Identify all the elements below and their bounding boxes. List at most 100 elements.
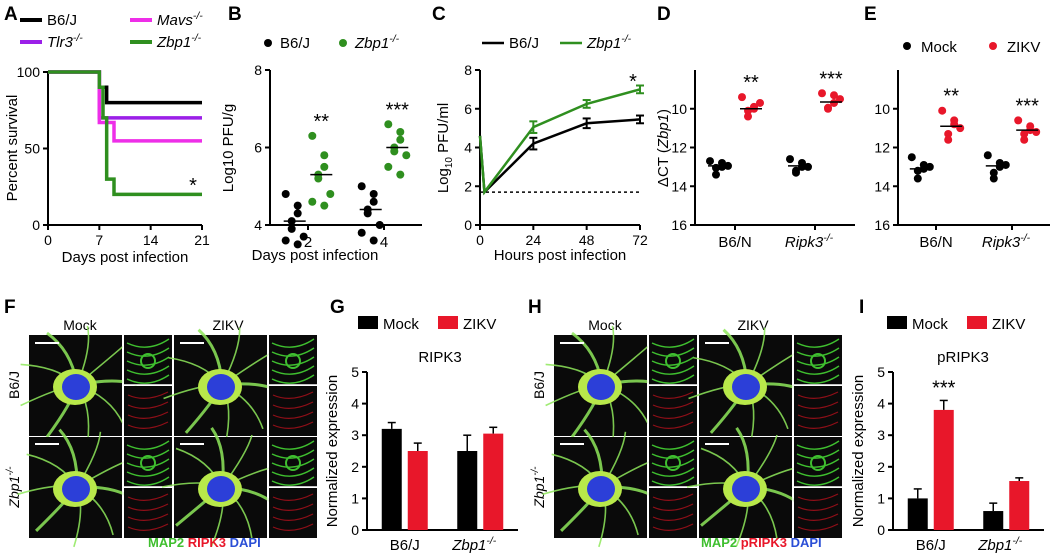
x-tick-label: B6/N <box>919 234 952 251</box>
ripk3-signal <box>127 421 169 429</box>
y-axis-label-part: ΔCT ( <box>655 148 672 187</box>
data-point <box>293 201 302 210</box>
panel-letter-B: B <box>228 4 242 25</box>
data-point <box>402 151 411 160</box>
map2-neurite <box>126 458 170 468</box>
data-point <box>384 120 393 129</box>
ripk3-signal <box>272 513 314 521</box>
data-point <box>706 157 714 166</box>
y-label-log: Log <box>435 168 452 193</box>
legend-label: Mavs-/- <box>157 10 203 29</box>
map2-neurite <box>796 365 840 375</box>
data-point <box>944 135 953 144</box>
nucleus <box>62 374 90 400</box>
y-tick-label: 5 <box>351 364 359 380</box>
data-point <box>1014 116 1023 125</box>
chart-title: pRIPK3 <box>937 349 989 366</box>
y-tick-label: 4 <box>877 396 885 412</box>
data-point <box>836 95 844 104</box>
data-point <box>287 224 296 233</box>
map2-neurite <box>651 458 695 468</box>
legend-label-sup: -/- <box>193 10 203 22</box>
data-point <box>824 104 832 113</box>
x-tick-label-sup: -/- <box>823 232 833 244</box>
x-tick-label: B6/J <box>390 537 420 554</box>
map2-neurite <box>796 356 840 366</box>
x-tick-label: 0 <box>476 232 484 248</box>
map2-neurite <box>271 347 315 357</box>
stain-legend: MAP2 RIPK3 DAPI <box>148 535 261 550</box>
map2-neurite <box>796 476 840 486</box>
ripk3-signal <box>797 513 839 521</box>
y-axis-label: Normalized expression <box>850 375 867 528</box>
row-label-sup: -/- <box>5 466 16 476</box>
bar-mock <box>381 428 402 530</box>
x-tick-label: 24 <box>526 232 542 248</box>
ripk3-signal <box>127 401 169 409</box>
stain-legend: MAP2 pRIPK3 DAPI <box>701 535 822 550</box>
map2-neurite <box>796 458 840 468</box>
y-axis-label: Normalized expression <box>324 375 341 528</box>
data-point <box>1020 129 1029 138</box>
x-tick-label-base: Zbp1 <box>451 537 486 554</box>
stain-label: pRIPK3 <box>737 535 787 550</box>
data-point <box>956 124 965 133</box>
data-point <box>308 131 317 140</box>
data-point <box>913 174 922 183</box>
data-point <box>281 236 290 245</box>
y-tick-label: 2 <box>464 178 472 194</box>
y-axis-label: Log10 PFU/ml <box>435 103 455 193</box>
map2-neurite <box>126 365 170 375</box>
x-tick-label: B6/N <box>718 234 751 251</box>
data-point <box>375 221 384 229</box>
legend-label-sup: -/- <box>389 33 399 45</box>
data-point <box>989 174 998 183</box>
y-label-sub: 10 <box>444 157 455 169</box>
row-label: Zbp1-/- <box>5 466 22 509</box>
legend-label: ZIKV <box>1007 39 1040 56</box>
map2-soma <box>140 353 156 369</box>
map2-neurite <box>126 440 170 450</box>
bar-mock <box>983 511 1004 530</box>
panel-letter-E: E <box>864 4 877 25</box>
y-tick-label: 50 <box>24 141 40 157</box>
legend-swatch <box>358 316 378 329</box>
row-label: Zbp1-/- <box>530 466 547 509</box>
x-tick-label: Ripk3-/- <box>982 232 1031 251</box>
data-point <box>1032 128 1041 136</box>
y-tick-label: 0 <box>877 522 885 538</box>
legend-label: Mock <box>912 316 948 333</box>
data-point <box>1020 135 1029 144</box>
data-point <box>718 162 726 171</box>
ripk3-signal <box>272 391 314 399</box>
data-point <box>369 197 378 206</box>
legend-label: Zbp1-/- <box>586 33 632 52</box>
y-axis-label: ΔCT (Zbp1) <box>655 109 672 187</box>
y-axis-label-part: ) <box>655 109 672 114</box>
map2-neurite <box>126 374 170 384</box>
bar-zikv <box>933 409 954 530</box>
map2-neurite <box>651 476 695 486</box>
panel-letter-A: A <box>4 4 18 25</box>
data-point <box>357 182 366 191</box>
ripk3-signal <box>652 503 694 511</box>
data-point <box>281 190 290 198</box>
legend-label: Mock <box>383 316 419 333</box>
x-tick-label: B6/J <box>916 537 946 554</box>
map2-soma <box>285 455 301 471</box>
nucleus <box>207 476 235 502</box>
significance-mark: *** <box>932 377 956 399</box>
ripk3-signal <box>652 411 694 419</box>
column-label: Mock <box>63 317 97 333</box>
map2-neurite <box>651 356 695 366</box>
x-tick-label: 14 <box>143 232 159 248</box>
data-point <box>299 232 308 241</box>
map2-neurite <box>651 449 695 459</box>
x-tick-label-base: 2 <box>304 234 312 251</box>
merged-image <box>163 327 317 446</box>
panel-letter-D: D <box>657 4 671 25</box>
y-axis-label: Percent survival <box>4 95 21 202</box>
data-point <box>818 89 826 98</box>
